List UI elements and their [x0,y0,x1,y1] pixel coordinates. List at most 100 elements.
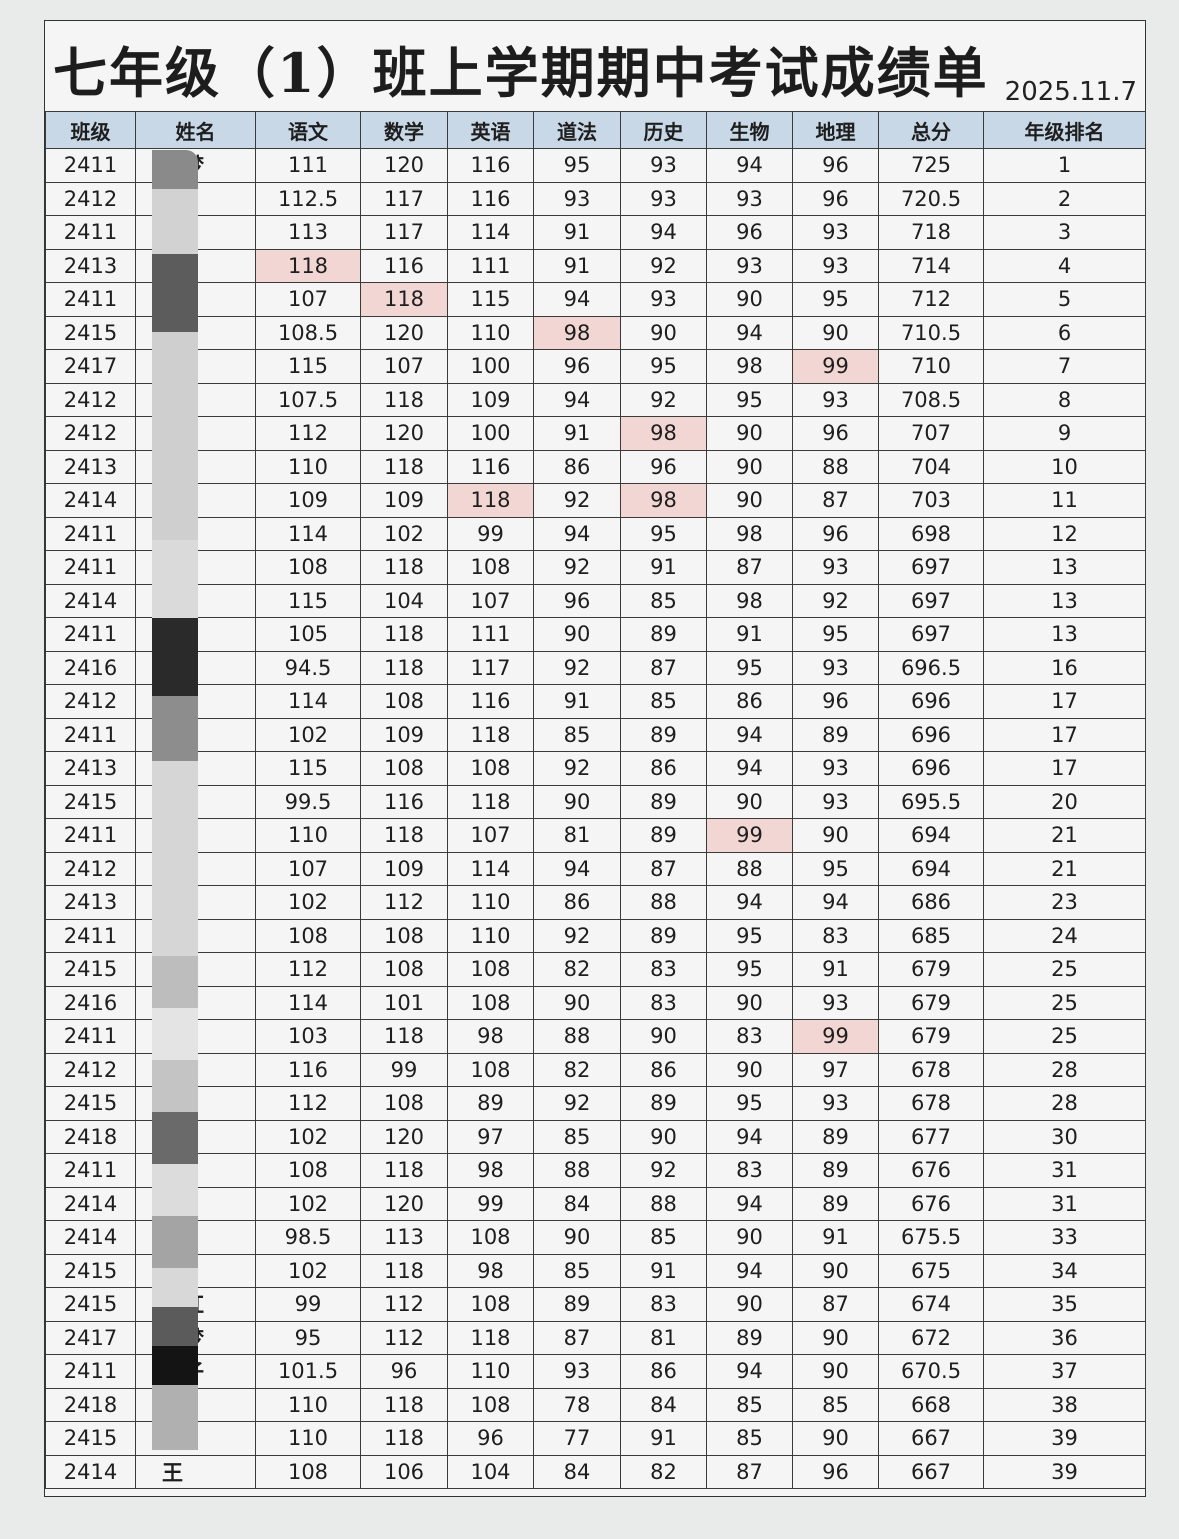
table-cell: 88 [792,449,879,484]
table-cell: 92 [792,583,879,618]
table-cell: 118 [255,248,361,283]
table-row: 2418周102120978590948967730 [45,1119,1146,1154]
table-cell: 90 [792,818,879,853]
table-cell: 98 [447,1153,534,1188]
table-cell: 97 [447,1119,534,1154]
table-cell: 109 [360,483,448,518]
table-cell: 2414 [45,1186,136,1221]
table-cell: 118 [360,650,448,685]
table-cell: 118 [360,449,448,484]
table-cell: 90 [620,315,707,350]
table-cell: 105 [255,617,361,652]
table-cell: 86 [620,1354,707,1389]
table-cell: 694 [878,818,984,853]
table-cell: 2411 [45,918,136,953]
table-row: 2413高1151081089286949369617 [45,751,1146,786]
table-cell: 25 [983,952,1146,987]
table-row: 2414 王 108 106 104 84 82 87 96 667 39 [45,1454,1146,1489]
table-cell: 100 [447,416,534,451]
table-cell: 115 [255,583,361,618]
table-cell: 89 [620,717,707,752]
table-cell: 712 [878,282,984,317]
table-cell: 2414 [45,1454,136,1489]
table-cell: 96 [620,449,707,484]
table-cell: 96 [792,516,879,551]
table-cell: 112 [360,885,448,920]
table-cell: 78 [533,1387,621,1422]
table-cell: 98 [706,583,793,618]
table-cell: 108 [447,1220,534,1255]
table-cell: 670.5 [878,1354,984,1389]
table-row: 2414徐102120998488948967631 [45,1186,1146,1221]
table-cell: 2411 [45,148,136,183]
table-cell: 91 [533,684,621,719]
table-cell: 118 [447,717,534,752]
table-cell: 697 [878,550,984,585]
table-cell: 695.5 [878,784,984,819]
table-cell: 707 [878,416,984,451]
table-cell: 99 [255,1287,361,1322]
table-row: 2417许梦951121188781899067236 [45,1320,1146,1355]
table-cell: 710.5 [878,315,984,350]
column-header: 班级 [45,111,136,149]
table-cell: 116 [360,784,448,819]
table-cell: 6 [983,315,1146,350]
table-cell: 110 [255,1387,361,1422]
table-cell: 86 [620,1052,707,1087]
table-cell: 679 [878,1019,984,1054]
column-header: 生物 [706,111,793,149]
table-cell: 94 [533,851,621,886]
table-cell: 703 [878,483,984,518]
table-cell: 714 [878,248,984,283]
table-cell: 110 [447,315,534,350]
table-cell: 678 [878,1052,984,1087]
table-cell: 90 [706,1287,793,1322]
table-cell: 86 [620,751,707,786]
table-cell: 93 [792,751,879,786]
table-cell: 4 [983,248,1146,283]
table-cell: 2413 [45,248,136,283]
table-cell: 107.5 [255,382,361,417]
table-row: 2411陈113117114919496937183 [45,215,1146,250]
table-cell: 2416 [45,985,136,1020]
table-cell: 28 [983,1086,1146,1121]
table-cell: 115 [255,751,361,786]
table-cell: 2411 [45,1153,136,1188]
table-cell: 89 [620,918,707,953]
table-cell: 85 [533,717,621,752]
table-cell: 96 [792,1454,879,1489]
table-cell: 90 [792,1320,879,1355]
table-cell: 94 [706,885,793,920]
table-cell: 107 [255,851,361,886]
table-cell: 88 [533,1153,621,1188]
table-cell: 674 [878,1287,984,1322]
table-cell: 83 [706,1153,793,1188]
table-cell: 111 [255,148,361,183]
table-cell: 90 [792,315,879,350]
table-cell: 82 [533,952,621,987]
table-cell: 95 [706,952,793,987]
table-cell: 98.5 [255,1220,361,1255]
table-cell: 85 [792,1387,879,1422]
table-cell: 667 [878,1421,984,1456]
table-cell: 120 [360,315,448,350]
table-cell: 2412 [45,684,136,719]
table-cell: 108 [255,918,361,953]
table-cell: 36 [983,1320,1146,1355]
page-title: 七年级（1）班上学期期中考试成绩单 [53,41,989,105]
table-cell: 7 [983,349,1146,384]
table-cell: 89 [620,818,707,853]
table-cell: 685 [878,918,984,953]
table-cell: 108 [360,1086,448,1121]
table-cell: 98 [706,349,793,384]
table-cell: 93 [533,1354,621,1389]
table-cell: 87 [706,550,793,585]
table-cell: 698 [878,516,984,551]
table-cell: 2411 [45,818,136,853]
table-cell: 98 [620,416,707,451]
table-cell: 112 [360,1287,448,1322]
table-cell: 85 [620,1220,707,1255]
